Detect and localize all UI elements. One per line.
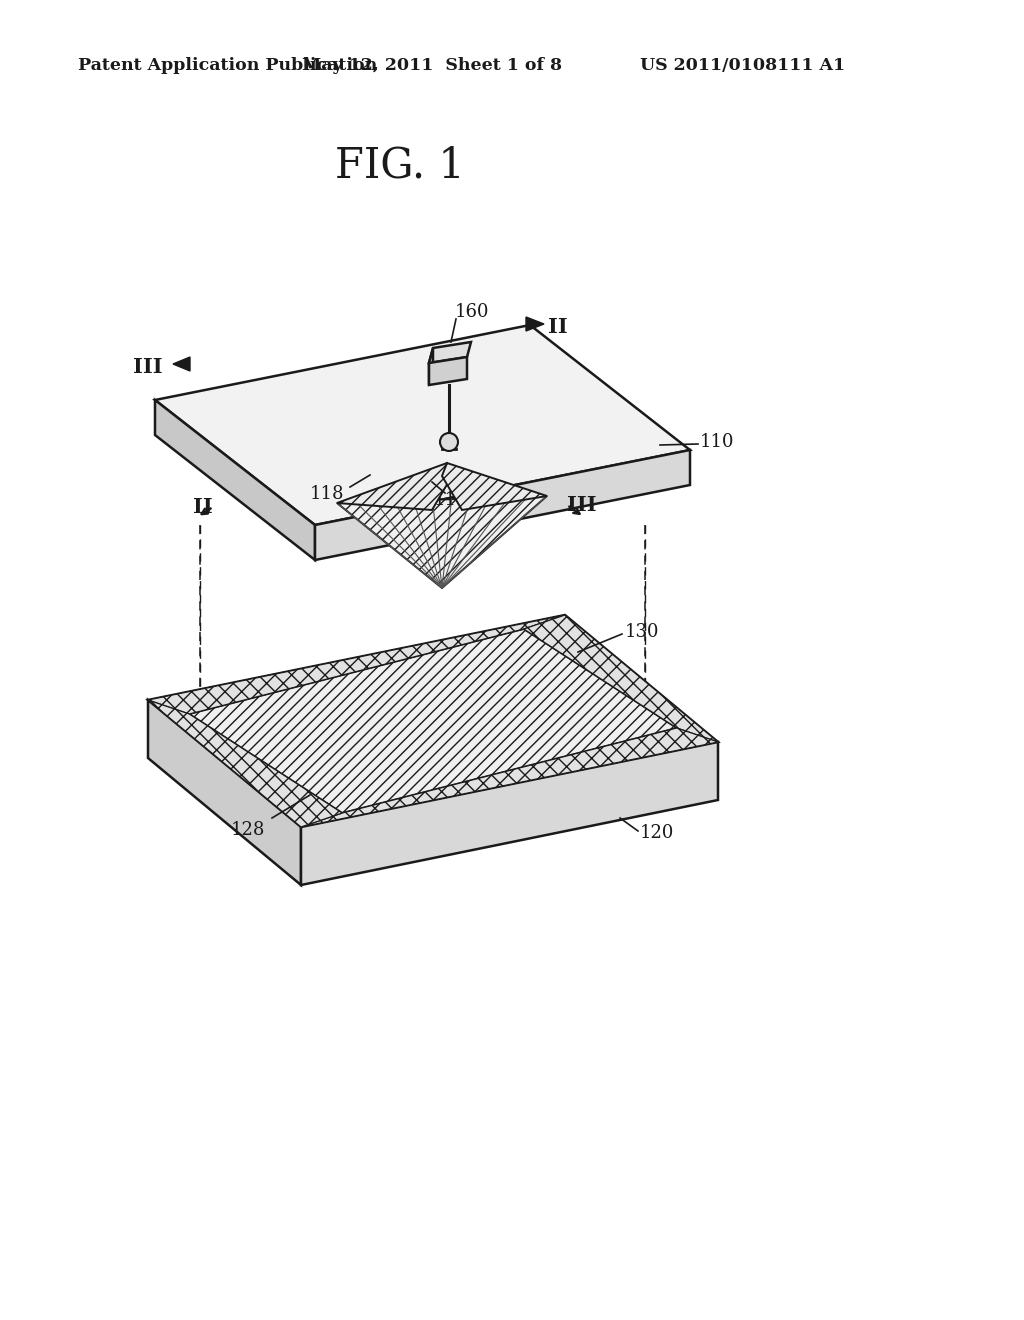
Polygon shape bbox=[301, 742, 718, 884]
Text: 110: 110 bbox=[700, 433, 734, 451]
Text: 120: 120 bbox=[640, 824, 675, 842]
Polygon shape bbox=[148, 700, 342, 828]
Polygon shape bbox=[429, 348, 433, 385]
Polygon shape bbox=[155, 400, 315, 560]
Text: II: II bbox=[548, 317, 567, 337]
Text: 128: 128 bbox=[230, 821, 265, 840]
Polygon shape bbox=[148, 615, 565, 714]
Text: US 2011/0108111 A1: US 2011/0108111 A1 bbox=[640, 57, 845, 74]
Polygon shape bbox=[429, 342, 471, 363]
Circle shape bbox=[440, 433, 458, 451]
Text: 160: 160 bbox=[455, 304, 489, 321]
Polygon shape bbox=[337, 496, 547, 587]
Text: III: III bbox=[133, 356, 163, 378]
Text: III: III bbox=[567, 495, 597, 515]
Text: 110': 110' bbox=[433, 491, 473, 510]
Polygon shape bbox=[189, 630, 677, 813]
Polygon shape bbox=[155, 325, 690, 525]
Polygon shape bbox=[148, 615, 718, 828]
Polygon shape bbox=[301, 729, 718, 828]
Text: May 12, 2011  Sheet 1 of 8: May 12, 2011 Sheet 1 of 8 bbox=[302, 57, 562, 74]
Polygon shape bbox=[337, 463, 452, 510]
Polygon shape bbox=[315, 450, 690, 560]
Text: FIG. 1: FIG. 1 bbox=[335, 144, 465, 186]
Polygon shape bbox=[148, 700, 301, 884]
Polygon shape bbox=[526, 317, 544, 331]
Polygon shape bbox=[429, 356, 467, 385]
Text: 130: 130 bbox=[625, 623, 659, 642]
Text: Patent Application Publication: Patent Application Publication bbox=[78, 57, 377, 74]
Text: 118: 118 bbox=[309, 484, 344, 503]
Polygon shape bbox=[442, 463, 547, 510]
Text: II: II bbox=[194, 498, 213, 517]
Polygon shape bbox=[523, 615, 718, 742]
Polygon shape bbox=[173, 356, 190, 371]
